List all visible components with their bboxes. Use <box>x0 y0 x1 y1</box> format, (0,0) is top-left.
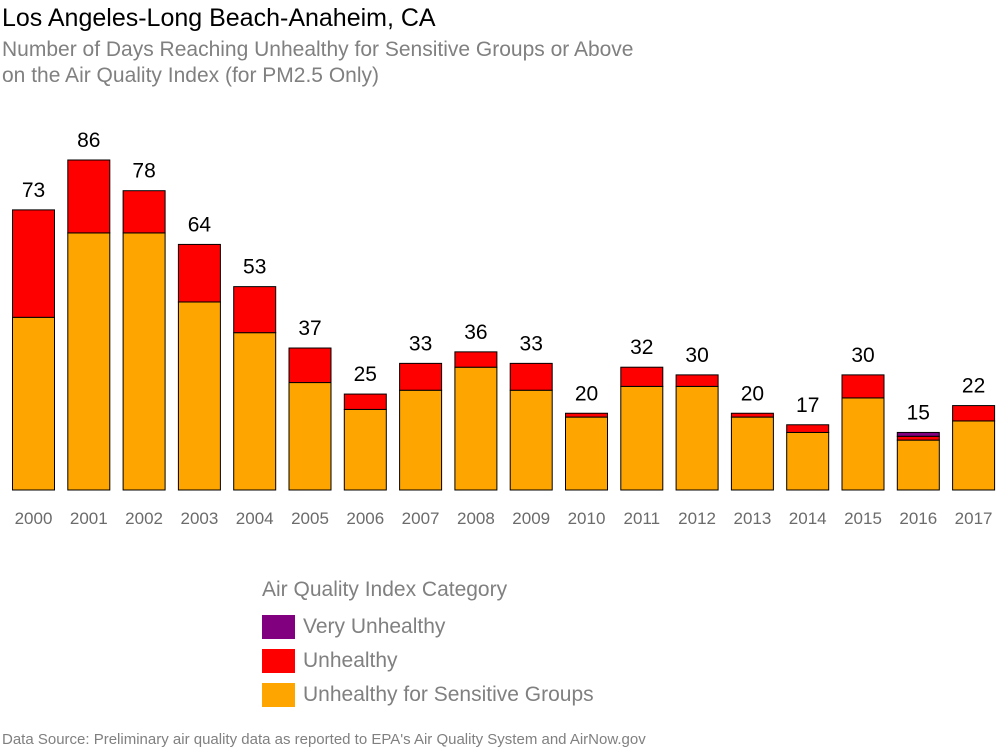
bar-2016-unhealthy-for-sensitive-groups <box>896 439 940 491</box>
x-tick-2015: 2015 <box>844 509 882 528</box>
data-label-2009: 33 <box>520 332 543 355</box>
data-label-2006: 25 <box>354 363 377 386</box>
bar-2007-unhealthy <box>399 362 443 391</box>
data-label-2013: 20 <box>741 382 764 405</box>
bar-2006-unhealthy-for-sensitive-groups <box>343 408 387 491</box>
legend: Air Quality Index Category Very Unhealth… <box>262 578 594 707</box>
data-label-2004: 53 <box>243 256 266 279</box>
bar-2013-unhealthy <box>730 412 774 418</box>
x-tick-2009: 2009 <box>512 509 550 528</box>
bar-2004-unhealthy <box>233 286 277 334</box>
bar-2001-unhealthy-for-sensitive-groups <box>67 232 111 491</box>
bars-layer <box>12 159 996 491</box>
data-label-2014: 17 <box>796 394 819 417</box>
x-tick-2007: 2007 <box>402 509 440 528</box>
legend-label-unhealthy-for-sensitive-groups: Unhealthy for Sensitive Groups <box>303 683 594 706</box>
data-label-2002: 78 <box>132 160 155 183</box>
x-tick-2003: 2003 <box>180 509 218 528</box>
bar-2003-unhealthy <box>177 243 221 303</box>
bar-2013-unhealthy-for-sensitive-groups <box>730 416 774 491</box>
legend-swatch-unhealthy-for-sensitive-groups <box>262 683 295 707</box>
x-tick-2005: 2005 <box>291 509 329 528</box>
data-label-2007: 33 <box>409 332 432 355</box>
bar-2014-unhealthy-for-sensitive-groups <box>786 431 830 491</box>
x-tick-2012: 2012 <box>678 509 716 528</box>
data-label-2010: 20 <box>575 382 598 405</box>
x-tick-2004: 2004 <box>236 509 274 528</box>
x-tick-2010: 2010 <box>568 509 606 528</box>
bar-2011-unhealthy <box>620 366 664 387</box>
chart-title: Los Angeles-Long Beach-Anaheim, CA <box>2 4 436 32</box>
data-label-2011: 32 <box>630 336 653 359</box>
bar-2015-unhealthy <box>841 374 885 399</box>
bar-2005-unhealthy-for-sensitive-groups <box>288 382 332 491</box>
legend-swatch-very-unhealthy <box>262 615 295 639</box>
bar-2014-unhealthy <box>786 424 830 433</box>
data-label-2016: 15 <box>907 401 930 424</box>
x-tick-2014: 2014 <box>789 509 827 528</box>
bar-2002-unhealthy <box>122 190 166 234</box>
data-label-2001: 86 <box>77 129 100 152</box>
x-tick-2011: 2011 <box>624 509 661 528</box>
bar-2016-unhealthy <box>896 435 940 441</box>
bar-2005-unhealthy <box>288 347 332 384</box>
bar-2017-unhealthy <box>952 405 996 422</box>
data-label-2015: 30 <box>851 344 874 367</box>
x-tick-2017: 2017 <box>955 509 993 528</box>
legend-title: Air Quality Index Category <box>262 578 508 601</box>
bar-2004-unhealthy-for-sensitive-groups <box>233 332 277 491</box>
bar-2000-unhealthy-for-sensitive-groups <box>12 316 55 491</box>
bar-2016-very-unhealthy <box>896 431 940 437</box>
bar-2012-unhealthy-for-sensitive-groups <box>675 385 719 491</box>
bar-2008-unhealthy <box>454 351 498 368</box>
bar-2002-unhealthy-for-sensitive-groups <box>122 232 166 491</box>
x-tick-2000: 2000 <box>15 509 53 528</box>
data-label-2012: 30 <box>685 344 708 367</box>
legend-swatch-unhealthy <box>262 649 295 673</box>
bar-2009-unhealthy <box>509 362 553 391</box>
x-tick-2013: 2013 <box>733 509 771 528</box>
bar-2011-unhealthy-for-sensitive-groups <box>620 385 664 491</box>
legend-label-unhealthy: Unhealthy <box>303 649 398 672</box>
legend-label-very-unhealthy: Very Unhealthy <box>303 615 446 638</box>
x-tick-2016: 2016 <box>899 509 937 528</box>
bar-2017-unhealthy-for-sensitive-groups <box>952 420 996 491</box>
x-tick-2006: 2006 <box>346 509 384 528</box>
bar-2009-unhealthy-for-sensitive-groups <box>509 389 553 491</box>
data-label-2000: 73 <box>22 179 45 202</box>
x-tick-2001: 2001 <box>70 509 108 528</box>
bar-2015-unhealthy-for-sensitive-groups <box>841 397 885 491</box>
x-axis-ticks: 2000 2001 2002 2003 2004 2005 2006 2007 2008 2009… <box>15 509 993 528</box>
x-tick-2008: 2008 <box>457 509 495 528</box>
legend-items: Very Unhealthy Unhealthy Unhealthy for Sen… <box>262 615 594 707</box>
x-tick-2002: 2002 <box>125 509 163 528</box>
bar-2007-unhealthy-for-sensitive-groups <box>399 389 443 491</box>
data-label-2005: 37 <box>298 317 321 340</box>
bar-2012-unhealthy <box>675 374 719 387</box>
bar-2001-unhealthy <box>67 159 111 234</box>
data-source-note: Data Source: Preliminary air quality dat… <box>2 731 646 748</box>
bar-2010-unhealthy-for-sensitive-groups <box>565 416 608 491</box>
bar-2003-unhealthy-for-sensitive-groups <box>177 301 221 491</box>
chart-subtitle-line-1: Number of Days Reaching Unhealthy for Se… <box>2 38 634 61</box>
bar-2000-unhealthy <box>12 209 55 318</box>
chart-subtitle-line-2: on the Air Quality Index (for PM2.5 Only… <box>2 64 379 87</box>
bar-2008-unhealthy-for-sensitive-groups <box>454 366 498 491</box>
data-label-2003: 64 <box>188 213 212 236</box>
data-label-2008: 36 <box>464 321 487 344</box>
bar-2010-unhealthy <box>565 412 608 418</box>
data-labels-layer: 73 86 78 64 53 37 25 33 36 33 20 32 30 20 17 30 15 22 <box>22 129 985 424</box>
data-label-2017: 22 <box>962 375 985 398</box>
bar-2006-unhealthy <box>343 393 387 410</box>
